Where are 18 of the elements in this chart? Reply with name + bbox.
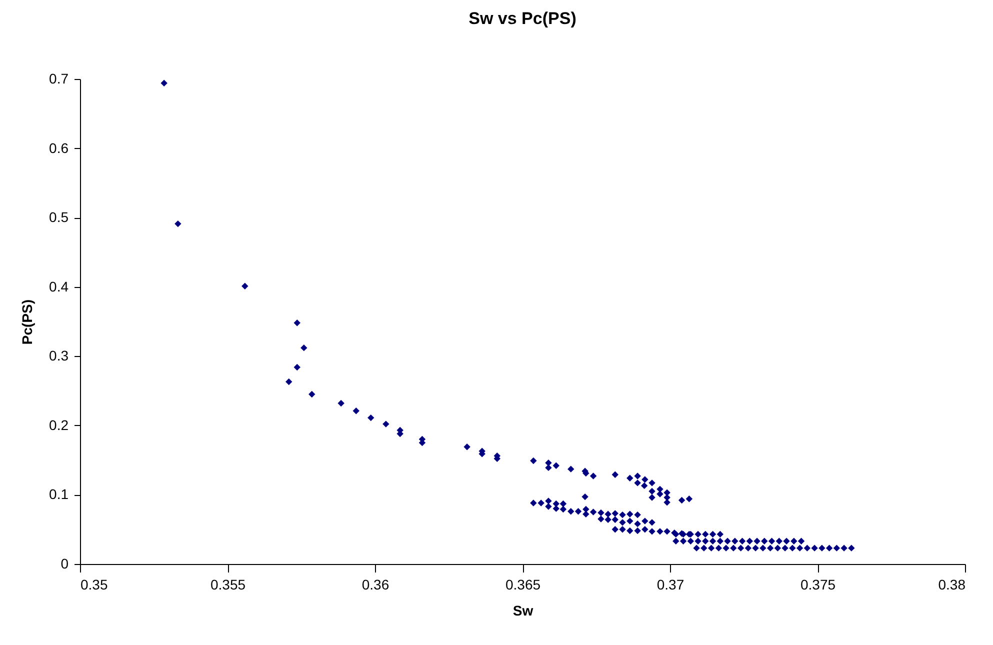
y-axis-title: Pc(PS) [19, 299, 36, 345]
chart-title: Sw vs Pc(PS) [468, 9, 576, 28]
x-axis-title: Sw [512, 602, 534, 618]
x-tick-label: 0.365 [505, 576, 541, 592]
x-tick-label: 0.355 [210, 576, 246, 592]
y-tick-label: 0.6 [49, 140, 69, 156]
x-tick-label: 0.37 [656, 576, 684, 592]
x-tick-label: 0.36 [362, 576, 390, 592]
x-tick-label: 0.35 [80, 576, 108, 592]
y-tick-label: 0.1 [49, 486, 69, 502]
y-tick-label: 0 [60, 556, 69, 572]
y-tick-label: 0.2 [49, 416, 69, 433]
y-tick-label: 0.7 [49, 70, 69, 86]
x-tick-label: 0.38 [938, 576, 966, 592]
x-tick-label: 0.375 [800, 576, 836, 592]
y-tick-label: 0.5 [49, 209, 69, 226]
y-tick-label: 0.3 [49, 348, 69, 364]
y-tick-label: 0.4 [49, 278, 69, 294]
